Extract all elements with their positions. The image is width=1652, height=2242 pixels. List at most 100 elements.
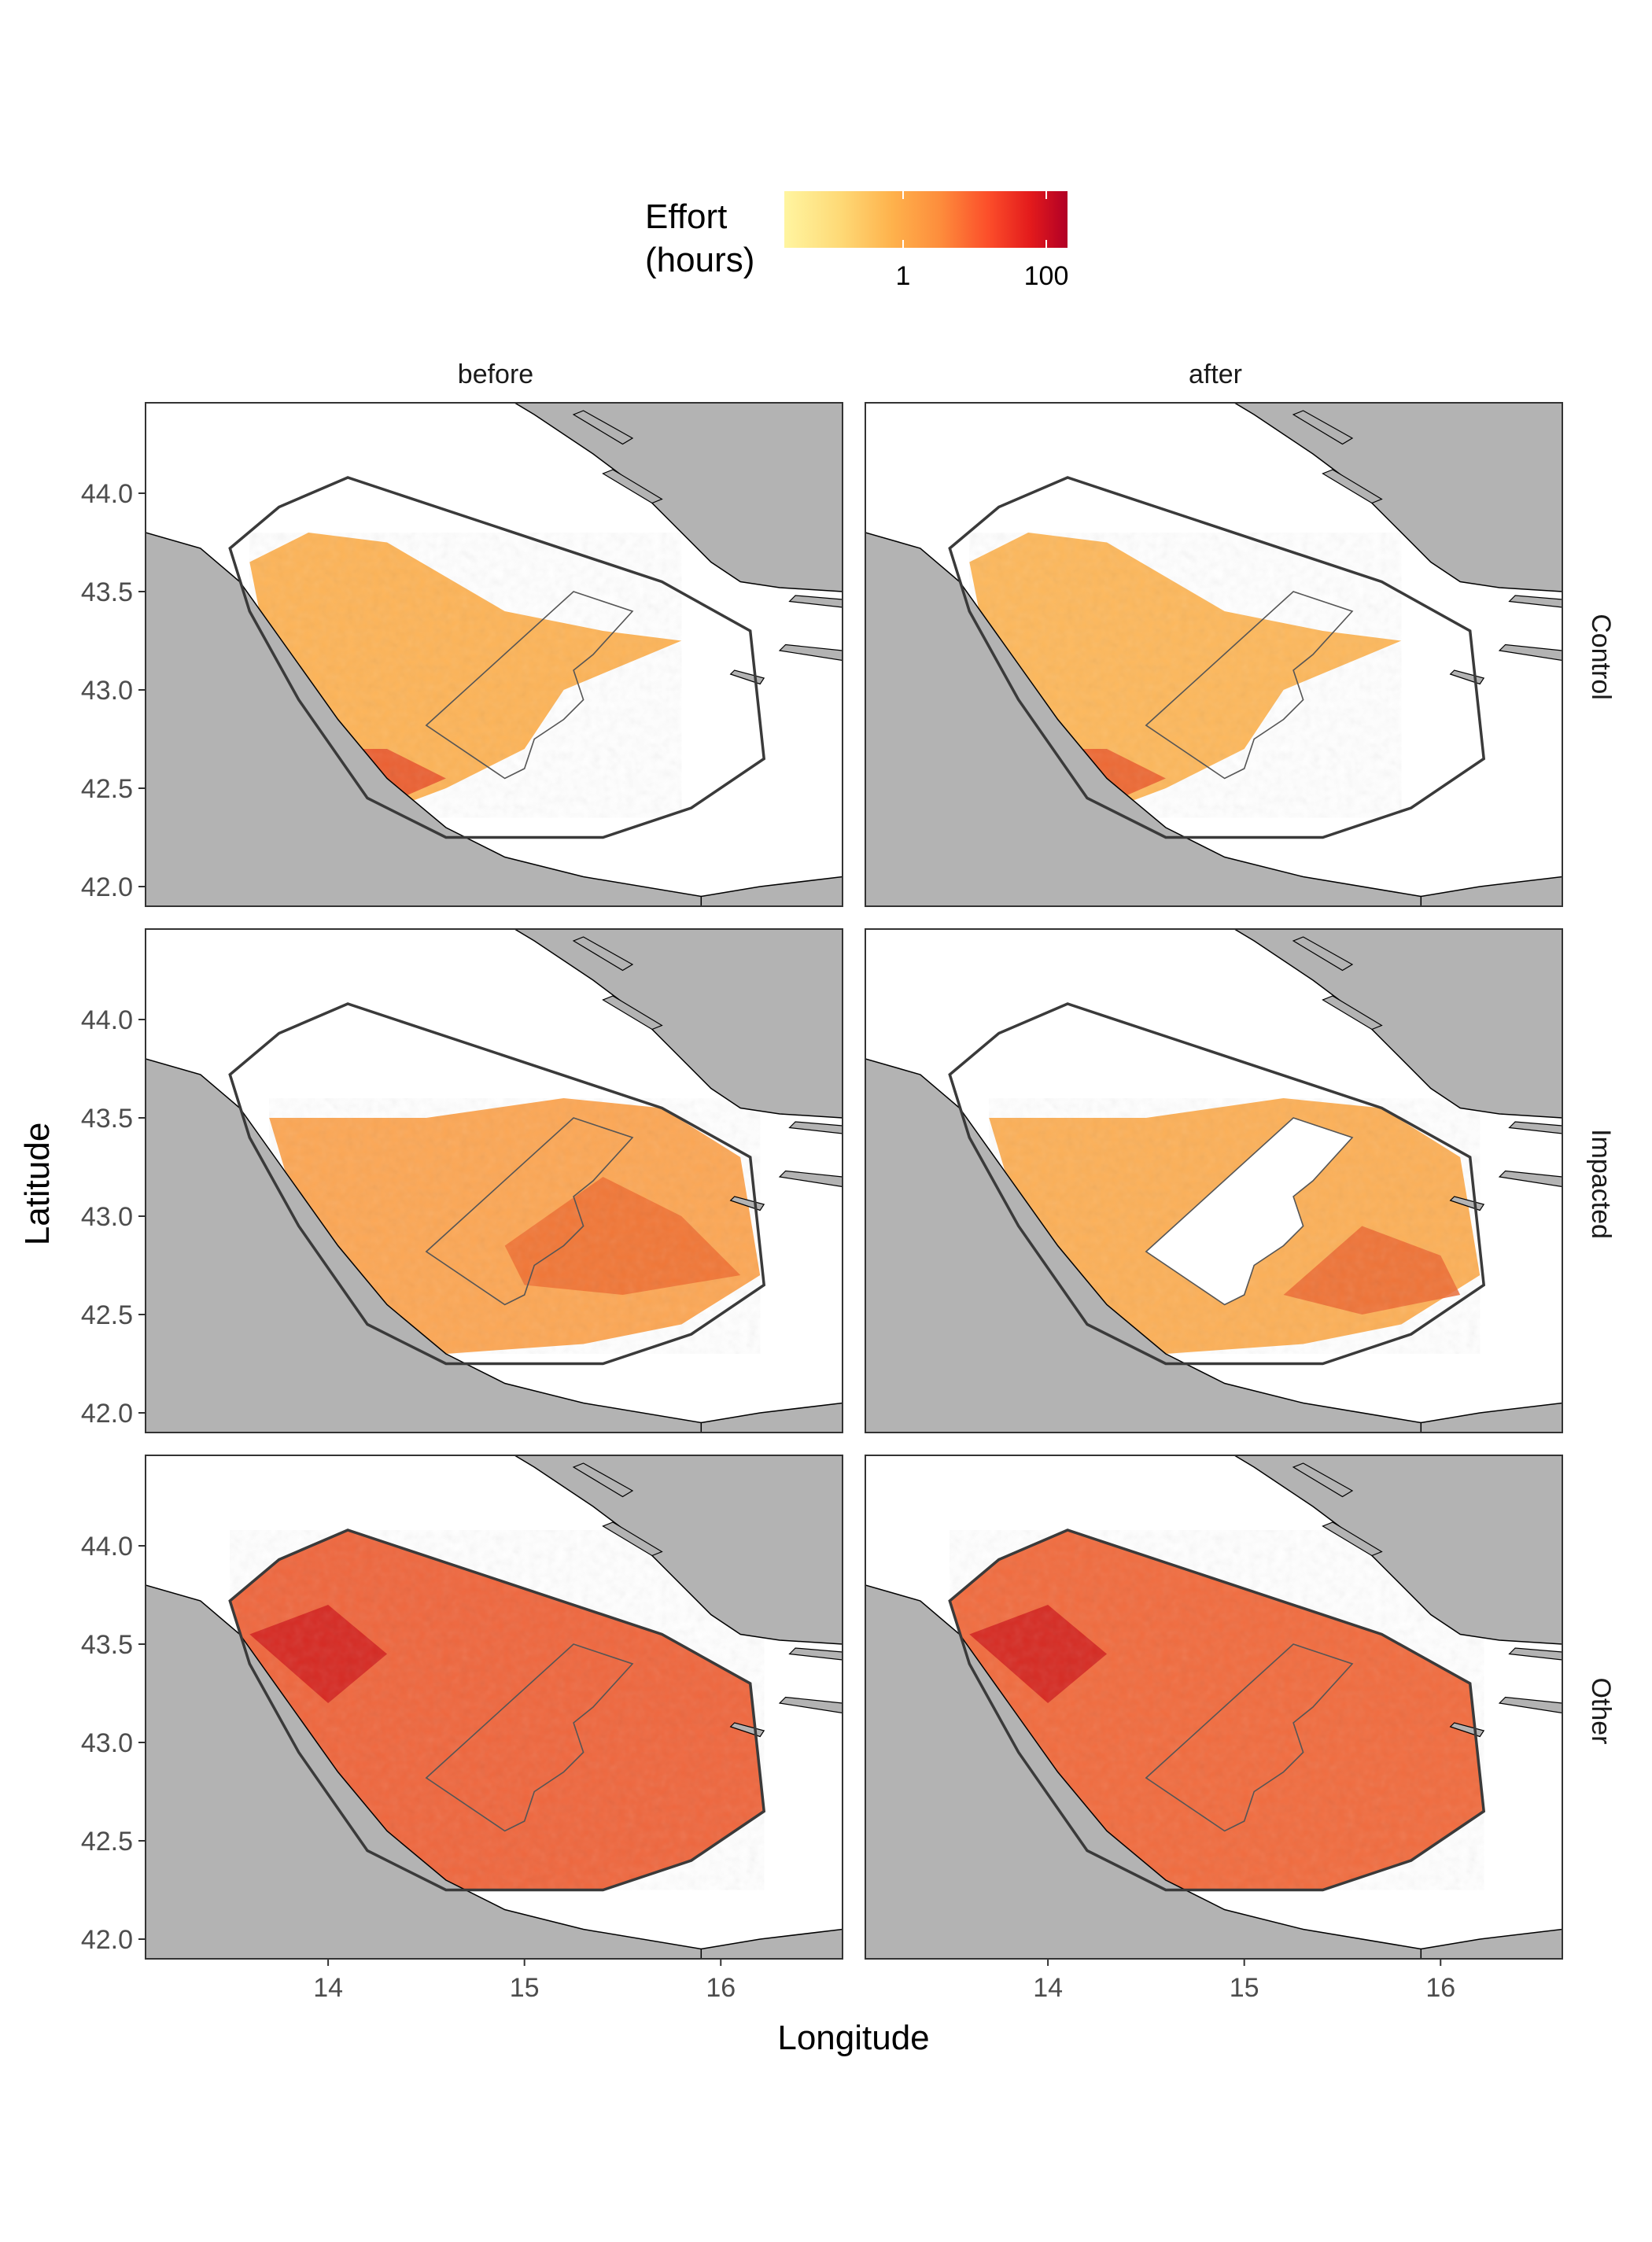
land-gargano	[1420, 1928, 1562, 1959]
island-4	[778, 1696, 843, 1714]
panel-border	[145, 402, 843, 907]
protected-area-outline	[1145, 591, 1354, 780]
facet-column-label-after: after	[1189, 360, 1242, 389]
study-area-outline	[948, 1002, 1486, 1366]
protected-area-outline	[425, 591, 634, 780]
y-axis-title: Latitude	[18, 1123, 57, 1246]
effort-texture	[230, 1530, 765, 1890]
protected-area-outline	[425, 1643, 634, 1832]
island-3	[788, 595, 843, 608]
x-tick-label: 16	[706, 1973, 736, 2003]
y-tick-label: 43.0	[81, 1202, 133, 1232]
island-2	[602, 1521, 663, 1557]
x-tick-label: 15	[510, 1973, 540, 2003]
map-panel-control-before	[145, 402, 843, 907]
y-tick-label: 42.5	[81, 1827, 133, 1857]
study-area-outline	[948, 1528, 1486, 1892]
island-3	[788, 1121, 843, 1134]
land-italy	[865, 532, 1562, 906]
island-3	[1508, 1647, 1562, 1661]
protected-area-outline	[425, 1117, 634, 1306]
island-1	[572, 1462, 634, 1498]
x-tick-label: 16	[1425, 1973, 1455, 2003]
study-area-outline	[228, 476, 766, 839]
protected-area-outline	[1145, 1643, 1354, 1832]
land-gargano	[700, 1928, 843, 1959]
island-3	[1508, 595, 1562, 608]
legend-tick-label-1: 1	[896, 261, 911, 291]
land-italy	[865, 1058, 1562, 1433]
land-croatia	[513, 1455, 843, 1645]
land-italy	[146, 1058, 843, 1433]
facet-row-label-impacted: Impacted	[1586, 1129, 1616, 1239]
study-area-outline	[228, 1528, 766, 1892]
island-2	[1322, 995, 1383, 1031]
map-panel-other-before	[145, 1455, 843, 1960]
land-croatia	[513, 403, 843, 592]
map-panel-control-after	[865, 402, 1563, 907]
legend-colorbar	[784, 191, 1068, 248]
island-1	[1292, 1462, 1354, 1498]
land-italy	[146, 1584, 843, 1959]
x-axis-ticks: 14 15 16 14 15 16	[313, 1959, 1455, 2003]
map-panels	[145, 402, 1563, 1960]
y-axis-ticks: 42.0 42.5 43.0 43.5 44.0 42.0 42.5 43.0 43.5 44.0…	[81, 479, 146, 1955]
effort-texture	[269, 1098, 761, 1354]
y-tick-label: 43.5	[81, 1630, 133, 1660]
legend: Effort (hours) 1 100	[645, 191, 1068, 291]
y-tick-label: 42.5	[81, 1300, 133, 1330]
y-tick-label: 43.5	[81, 1104, 133, 1134]
y-tick-label: 43.5	[81, 577, 133, 607]
y-tick-label: 44.0	[81, 1005, 133, 1035]
island-2	[1322, 1521, 1383, 1557]
panel-border	[145, 1455, 843, 1960]
land-gargano	[700, 1402, 843, 1433]
land-gargano	[700, 876, 843, 906]
island-3	[1508, 1121, 1562, 1134]
map-panel-other-after	[865, 1455, 1563, 1960]
land-croatia	[1233, 929, 1562, 1119]
land-gargano	[1420, 876, 1562, 906]
panel-border	[865, 402, 1563, 907]
y-tick-label: 44.0	[81, 479, 133, 509]
map-panel-impacted-before	[145, 928, 843, 1433]
facet-column-label-before: before	[458, 360, 533, 389]
island-1	[572, 410, 634, 445]
island-1	[1292, 410, 1354, 445]
map-panel-impacted-after	[865, 928, 1563, 1433]
island-4	[778, 643, 843, 662]
island-2	[1322, 469, 1383, 504]
x-tick-label: 14	[1033, 1973, 1063, 2003]
land-croatia	[513, 929, 843, 1119]
island-2	[602, 469, 663, 504]
island-1	[1292, 936, 1354, 972]
land-italy	[865, 1584, 1562, 1959]
y-tick-label: 42.0	[81, 1925, 133, 1955]
y-tick-label: 43.0	[81, 676, 133, 706]
land-italy	[146, 532, 843, 906]
x-tick-label: 15	[1230, 1973, 1259, 2003]
island-4	[1498, 1696, 1562, 1714]
legend-title-line1: Effort	[645, 197, 727, 236]
island-4	[778, 1170, 843, 1188]
facet-row-label-control: Control	[1586, 614, 1616, 700]
closed-area-no-effort	[1145, 1118, 1352, 1305]
panel-border	[145, 928, 843, 1433]
facet-row-label-other: Other	[1586, 1677, 1616, 1744]
land-gargano	[1420, 1402, 1562, 1433]
y-tick-label: 43.0	[81, 1728, 133, 1758]
effort-texture	[950, 1530, 1484, 1890]
island-4	[1498, 643, 1562, 662]
y-tick-label: 44.0	[81, 1532, 133, 1562]
study-area-outline	[948, 476, 1486, 839]
island-3	[788, 1647, 843, 1661]
x-tick-label: 14	[313, 1973, 343, 2003]
island-1	[572, 936, 634, 972]
panel-border	[865, 1455, 1563, 1960]
legend-tick-label-100: 100	[1024, 261, 1069, 291]
y-tick-label: 42.5	[81, 774, 133, 804]
x-axis-title: Longitude	[777, 2019, 929, 2057]
panel-border	[865, 928, 1563, 1433]
study-area-outline	[228, 1002, 766, 1366]
